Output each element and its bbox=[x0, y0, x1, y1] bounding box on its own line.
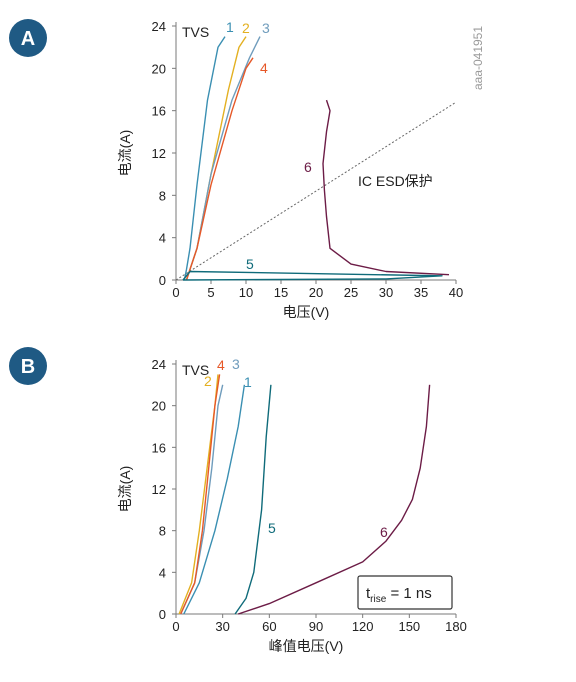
series-line-a-2 bbox=[185, 36, 247, 281]
y-tick-label: 16 bbox=[152, 104, 166, 119]
series-label-b-1: 1 bbox=[244, 374, 252, 390]
series-line-b-4 bbox=[180, 374, 221, 615]
series-line-b-6 bbox=[237, 384, 431, 615]
series-label-b-2: 2 bbox=[204, 373, 212, 389]
x-tick-label: 15 bbox=[274, 285, 288, 300]
badge-a-label: A bbox=[21, 28, 35, 50]
rise-time-box bbox=[357, 575, 453, 610]
series-label-b-5: 5 bbox=[268, 520, 276, 536]
y-tick-label: 4 bbox=[159, 565, 166, 580]
y-tick-label: 4 bbox=[159, 231, 166, 246]
y-axis-label: 电流(A) bbox=[117, 130, 133, 177]
series-label-b-4: 4 bbox=[217, 357, 225, 373]
series-line-b-3 bbox=[180, 384, 224, 615]
x-tick-label: 40 bbox=[449, 285, 463, 300]
x-tick-label: 30 bbox=[215, 619, 229, 634]
x-tick-label: 5 bbox=[207, 285, 214, 300]
x-axis-label: 峰值电压(V) bbox=[269, 638, 344, 654]
y-tick-label: 12 bbox=[152, 146, 166, 161]
series-line-a-6 bbox=[322, 99, 450, 276]
legend-title: TVS bbox=[182, 362, 209, 378]
x-tick-label: 60 bbox=[262, 619, 276, 634]
series-line-b-5 bbox=[234, 384, 272, 615]
reference-line-label: IC ESD保护 bbox=[358, 173, 433, 189]
x-tick-label: 0 bbox=[172, 619, 179, 634]
watermark-id: aaa-041951 bbox=[471, 26, 485, 90]
x-axis-label: 电压(V) bbox=[283, 304, 330, 320]
y-tick-label: 0 bbox=[159, 607, 166, 622]
series-label-a-2: 2 bbox=[242, 20, 250, 36]
x-tick-label: 120 bbox=[352, 619, 374, 634]
x-tick-label: 25 bbox=[344, 285, 358, 300]
badge-b-label: B bbox=[21, 356, 35, 378]
series-label-b-3: 3 bbox=[232, 356, 240, 372]
y-tick-label: 16 bbox=[152, 440, 166, 455]
series-label-a-5: 5 bbox=[246, 256, 254, 272]
series-line-a-5 bbox=[182, 270, 443, 281]
x-tick-label: 35 bbox=[414, 285, 428, 300]
rise-time-label: trise = 1 ns bbox=[366, 585, 432, 605]
legend-title: TVS bbox=[182, 24, 209, 40]
badge-a-circle bbox=[9, 19, 47, 57]
series-label-a-1: 1 bbox=[226, 19, 234, 35]
y-tick-label: 24 bbox=[152, 19, 166, 34]
y-tick-label: 12 bbox=[152, 482, 166, 497]
series-line-a-1 bbox=[183, 36, 226, 281]
y-tick-label: 20 bbox=[152, 61, 166, 76]
x-tick-label: 10 bbox=[239, 285, 253, 300]
badge-b-circle bbox=[9, 347, 47, 385]
y-axis-label: 电流(A) bbox=[117, 466, 133, 513]
series-label-b-6: 6 bbox=[380, 524, 388, 540]
y-tick-label: 8 bbox=[159, 524, 166, 539]
series-line-b-1 bbox=[183, 384, 246, 615]
y-tick-label: 24 bbox=[152, 357, 166, 372]
series-line-b-2 bbox=[178, 374, 219, 615]
x-tick-label: 30 bbox=[379, 285, 393, 300]
y-tick-label: 20 bbox=[152, 399, 166, 414]
y-tick-label: 8 bbox=[159, 188, 166, 203]
x-tick-label: 0 bbox=[172, 285, 179, 300]
series-label-a-4: 4 bbox=[260, 60, 268, 76]
series-label-a-6: 6 bbox=[304, 159, 312, 175]
x-tick-label: 150 bbox=[398, 619, 420, 634]
x-tick-label: 90 bbox=[309, 619, 323, 634]
x-tick-label: 20 bbox=[309, 285, 323, 300]
ic-esd-reference-line bbox=[175, 101, 457, 281]
y-tick-label: 0 bbox=[159, 273, 166, 288]
series-line-a-4 bbox=[185, 57, 254, 281]
x-tick-label: 180 bbox=[445, 619, 467, 634]
series-label-a-3: 3 bbox=[262, 20, 270, 36]
